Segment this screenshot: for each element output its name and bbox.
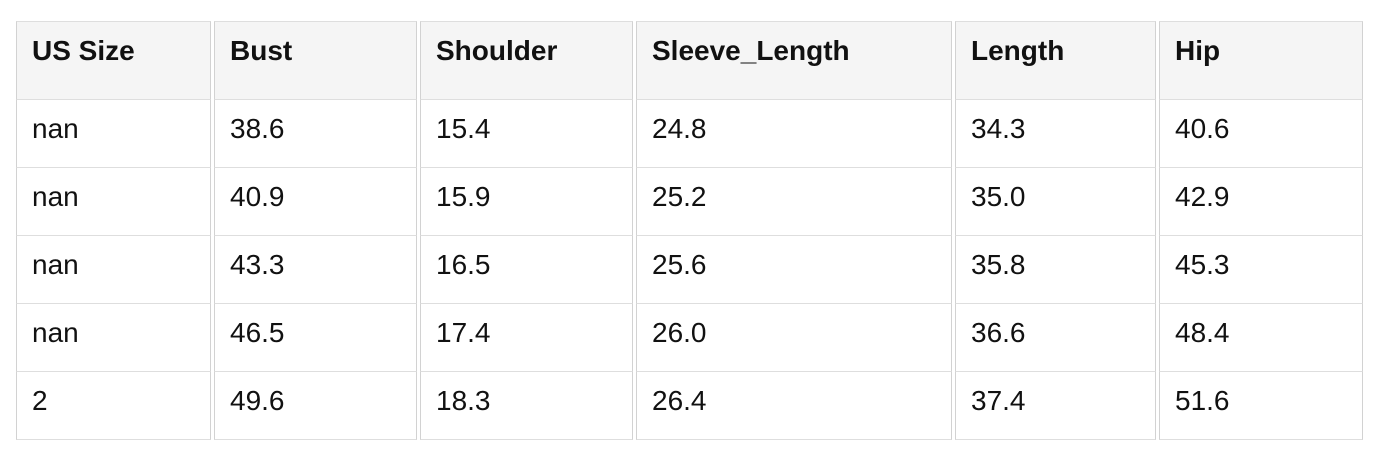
size-chart-container: US Size Bust Shoulder Sleeve_Length Leng… bbox=[13, 21, 1366, 440]
table-cell: nan bbox=[16, 236, 211, 304]
table-cell: nan bbox=[16, 100, 211, 168]
table-row: nan 43.3 16.5 25.6 35.8 45.3 bbox=[16, 236, 1363, 304]
table-cell: 34.3 bbox=[955, 100, 1156, 168]
table-cell: 16.5 bbox=[420, 236, 633, 304]
table-cell: 40.6 bbox=[1159, 100, 1363, 168]
column-header-shoulder: Shoulder bbox=[420, 21, 633, 100]
table-cell: 2 bbox=[16, 372, 211, 440]
table-cell: 49.6 bbox=[214, 372, 417, 440]
table-cell: 24.8 bbox=[636, 100, 952, 168]
column-header-length: Length bbox=[955, 21, 1156, 100]
table-cell: 51.6 bbox=[1159, 372, 1363, 440]
table-cell: 26.4 bbox=[636, 372, 952, 440]
column-header-us-size: US Size bbox=[16, 21, 211, 100]
table-cell: 46.5 bbox=[214, 304, 417, 372]
table-cell: 25.2 bbox=[636, 168, 952, 236]
table-cell: nan bbox=[16, 304, 211, 372]
table-row: nan 40.9 15.9 25.2 35.0 42.9 bbox=[16, 168, 1363, 236]
table-cell: 45.3 bbox=[1159, 236, 1363, 304]
table-cell: 18.3 bbox=[420, 372, 633, 440]
table-cell: 40.9 bbox=[214, 168, 417, 236]
column-header-hip: Hip bbox=[1159, 21, 1363, 100]
table-cell: 35.8 bbox=[955, 236, 1156, 304]
header-row: US Size Bust Shoulder Sleeve_Length Leng… bbox=[16, 21, 1363, 100]
table-cell: 15.9 bbox=[420, 168, 633, 236]
table-cell: 15.4 bbox=[420, 100, 633, 168]
table-row: nan 38.6 15.4 24.8 34.3 40.6 bbox=[16, 100, 1363, 168]
table-cell: 37.4 bbox=[955, 372, 1156, 440]
size-chart-table: US Size Bust Shoulder Sleeve_Length Leng… bbox=[13, 21, 1366, 440]
table-cell: 17.4 bbox=[420, 304, 633, 372]
table-cell: 25.6 bbox=[636, 236, 952, 304]
table-cell: 26.0 bbox=[636, 304, 952, 372]
table-cell: 35.0 bbox=[955, 168, 1156, 236]
table-cell: nan bbox=[16, 168, 211, 236]
column-header-sleeve-length: Sleeve_Length bbox=[636, 21, 952, 100]
table-cell: 42.9 bbox=[1159, 168, 1363, 236]
table-cell: 36.6 bbox=[955, 304, 1156, 372]
table-header: US Size Bust Shoulder Sleeve_Length Leng… bbox=[16, 21, 1363, 100]
table-row: 2 49.6 18.3 26.4 37.4 51.6 bbox=[16, 372, 1363, 440]
table-cell: 38.6 bbox=[214, 100, 417, 168]
table-body: nan 38.6 15.4 24.8 34.3 40.6 nan 40.9 15… bbox=[16, 100, 1363, 440]
table-cell: 48.4 bbox=[1159, 304, 1363, 372]
table-cell: 43.3 bbox=[214, 236, 417, 304]
table-row: nan 46.5 17.4 26.0 36.6 48.4 bbox=[16, 304, 1363, 372]
column-header-bust: Bust bbox=[214, 21, 417, 100]
